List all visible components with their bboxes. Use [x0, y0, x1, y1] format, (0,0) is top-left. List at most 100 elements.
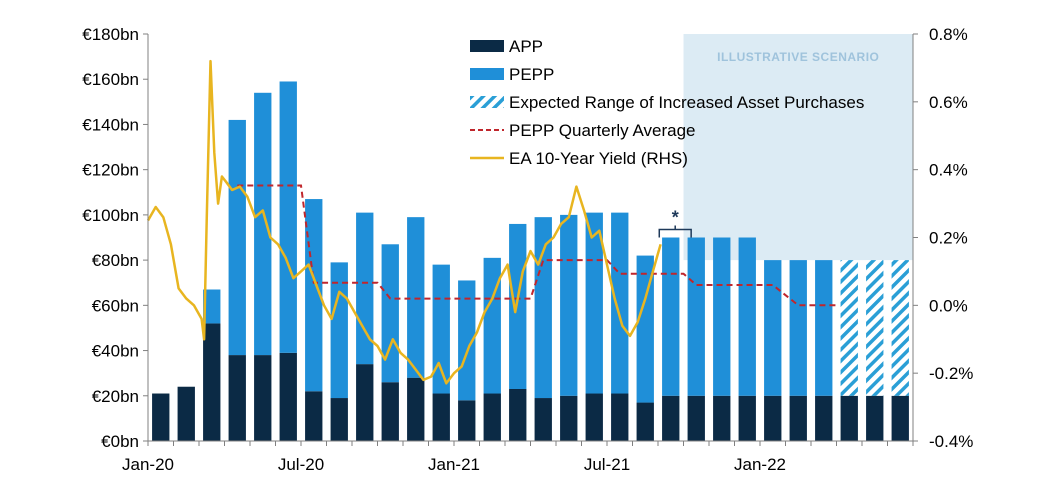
bar-app-Apr-21 — [534, 398, 552, 441]
y-tick-label: €140bn — [82, 115, 139, 134]
y-tick-label: €60bn — [92, 296, 139, 315]
bar-app-Dec-20 — [432, 393, 450, 441]
bar-pepp-Jan-21 — [458, 280, 476, 401]
bar-pepp-Jul-21 — [611, 212, 629, 394]
legend-label: PEPP — [509, 65, 554, 84]
bar-app-Sep-21 — [662, 395, 680, 441]
bar-app-Jul-20 — [305, 391, 323, 441]
bar-expected-range-Apr-22 — [840, 260, 858, 396]
y-tick-label: €40bn — [92, 342, 139, 361]
y2-tick-label: 0.0% — [929, 296, 968, 315]
bar-app-Jun-22 — [891, 395, 909, 441]
bar-app-Nov-20 — [407, 377, 425, 441]
x-tick-label: Jan-20 — [122, 455, 174, 474]
x-tick-label: Jul-20 — [278, 455, 324, 474]
bar-app-Apr-20 — [228, 355, 246, 441]
bar-pepp-Aug-21 — [636, 255, 654, 403]
bar-pepp-Sep-21 — [662, 237, 680, 396]
bars-group — [152, 81, 909, 441]
y2-tick-label: 0.2% — [929, 229, 968, 248]
bar-app-Nov-21 — [713, 395, 731, 441]
bar-pepp-May-20 — [254, 92, 272, 356]
annotation-bracket-path — [658, 225, 692, 238]
y2-tick-label: 0.4% — [929, 161, 968, 180]
line-pepp-quarterly-average — [237, 184, 837, 307]
bar-app-Jun-21 — [585, 393, 603, 441]
illustrative-scenario-shade — [683, 34, 913, 261]
bar-pepp-Mar-22 — [815, 260, 833, 396]
bar-app-Jul-21 — [611, 393, 629, 441]
legend-swatch-app — [470, 40, 504, 52]
bar-app-Jun-20 — [279, 352, 297, 441]
bar-pepp-Feb-22 — [789, 260, 807, 396]
bar-pepp-Nov-21 — [713, 237, 731, 396]
bar-pepp-Apr-20 — [228, 119, 246, 356]
y-tick-label: €160bn — [82, 70, 139, 89]
bar-app-Oct-20 — [381, 382, 399, 441]
legend: APP PEPP Expected Range of Increased Asset… — [470, 37, 864, 168]
y-tick-label: €100bn — [82, 206, 139, 225]
legend-swatch-expected-range — [470, 96, 504, 108]
x-tick-label: Jan-22 — [734, 455, 786, 474]
legend-label: PEPP Quarterly Average — [509, 121, 695, 140]
bar-app-Jan-21 — [458, 400, 476, 441]
bar-app-Mar-20 — [203, 323, 221, 441]
bar-app-Aug-21 — [636, 402, 654, 441]
bar-expected-range-May-22 — [866, 260, 884, 396]
bar-app-Mar-21 — [509, 388, 527, 441]
y2-tick-label: 0.8% — [929, 25, 968, 44]
bar-pepp-Mar-21 — [509, 223, 527, 389]
bar-pepp-May-21 — [560, 214, 578, 396]
y2-tick-label: -0.4% — [929, 432, 973, 451]
bar-app-Oct-21 — [687, 395, 705, 441]
x-axis-ticks: Jan-20 Jul-20 Jan-21 Jul-21 Jan-22 — [122, 441, 914, 474]
bar-pepp-Dec-20 — [432, 264, 450, 394]
bar-expected-range-Jun-22 — [891, 260, 909, 396]
bar-app-Aug-20 — [330, 398, 348, 441]
legend-label: Expected Range of Increased Asset Purcha… — [509, 93, 864, 112]
bar-pepp-Feb-21 — [483, 257, 501, 394]
bar-app-Mar-22 — [815, 395, 833, 441]
bar-pepp-Mar-20 — [203, 289, 221, 324]
y-axis-ticks: €0bn €20bn €40bn €60bn €80bn €100bn €120bn €140… — [82, 25, 148, 451]
bar-app-Jan-22 — [764, 395, 782, 441]
bar-pepp-Dec-21 — [738, 237, 756, 396]
y-tick-label: €180bn — [82, 25, 139, 44]
bar-pepp-Oct-21 — [687, 237, 705, 396]
bar-app-May-22 — [866, 395, 884, 441]
bar-pepp-Sep-20 — [356, 212, 374, 365]
bar-app-Apr-22 — [840, 395, 858, 441]
bar-app-Feb-21 — [483, 393, 501, 441]
y2-tick-label: 0.6% — [929, 93, 968, 112]
bar-app-Feb-22 — [789, 395, 807, 441]
bar-pepp-Jun-21 — [585, 212, 603, 394]
bar-app-Sep-20 — [356, 364, 374, 441]
lines-group — [146, 59, 837, 385]
bar-app-Feb-20 — [177, 386, 195, 441]
bar-pepp-Oct-20 — [381, 244, 399, 383]
y-tick-label: €0bn — [101, 432, 139, 451]
bar-app-May-20 — [254, 355, 272, 441]
x-tick-label: Jul-21 — [584, 455, 630, 474]
legend-swatch-pepp — [470, 68, 504, 80]
bar-pepp-Nov-20 — [407, 217, 425, 378]
illustrative-scenario-label: ILLUSTRATIVE SCENARIO — [717, 50, 879, 64]
y2-tick-label: -0.2% — [929, 364, 973, 383]
bar-pepp-Jan-22 — [764, 260, 782, 396]
annotation-asterisk: * — [672, 208, 679, 228]
x-tick-label: Jan-21 — [428, 455, 480, 474]
y2-axis-ticks: -0.4% -0.2% 0.0% 0.2% 0.4% 0.6% 0.8% — [913, 25, 973, 451]
line-ea-10-year-yield — [146, 59, 662, 385]
legend-label: EA 10-Year Yield (RHS) — [509, 149, 688, 168]
annotation-bracket: * — [658, 208, 692, 238]
bar-pepp-Apr-21 — [534, 217, 552, 399]
bar-app-Dec-21 — [738, 395, 756, 441]
legend-label: APP — [509, 37, 543, 56]
y-tick-label: €80bn — [92, 251, 139, 270]
bar-app-May-21 — [560, 395, 578, 441]
y-tick-label: €120bn — [82, 161, 139, 180]
bar-app-Jan-20 — [152, 393, 170, 441]
bar-pepp-Jun-20 — [279, 81, 297, 353]
y-tick-label: €20bn — [92, 387, 139, 406]
